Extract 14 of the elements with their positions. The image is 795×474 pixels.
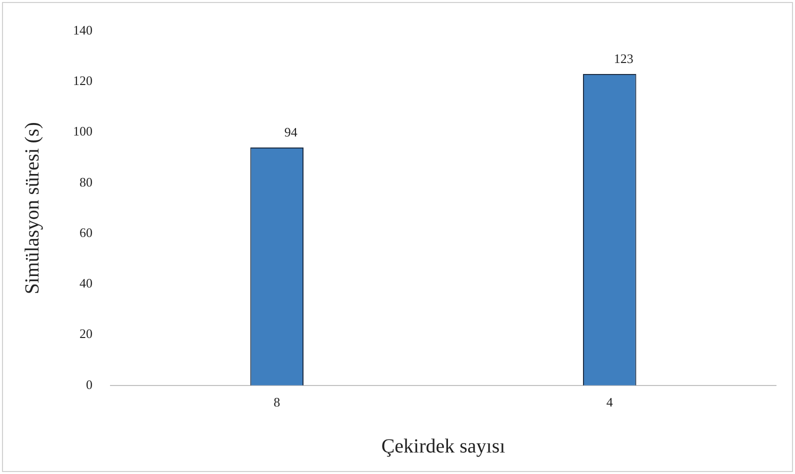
- x-axis-title: Çekirdek sayısı: [381, 435, 506, 458]
- data-label: 123: [614, 50, 634, 66]
- y-tick-label: 20: [80, 326, 92, 342]
- y-tick-label: 0: [86, 376, 92, 392]
- y-tick-label: 40: [80, 276, 92, 291]
- y-tick-label: 140: [73, 22, 92, 38]
- data-label: 94: [284, 124, 298, 140]
- y-tick-label: 60: [80, 224, 92, 240]
- x-tick-label: 4: [606, 394, 614, 410]
- y-tick-label: 100: [73, 124, 92, 139]
- y-axis-title: Simülasyon süresi (s): [21, 122, 44, 294]
- x-tick-label: 8: [274, 394, 280, 410]
- y-tick-label: 80: [80, 174, 92, 190]
- y-tick-label: 120: [73, 73, 92, 88]
